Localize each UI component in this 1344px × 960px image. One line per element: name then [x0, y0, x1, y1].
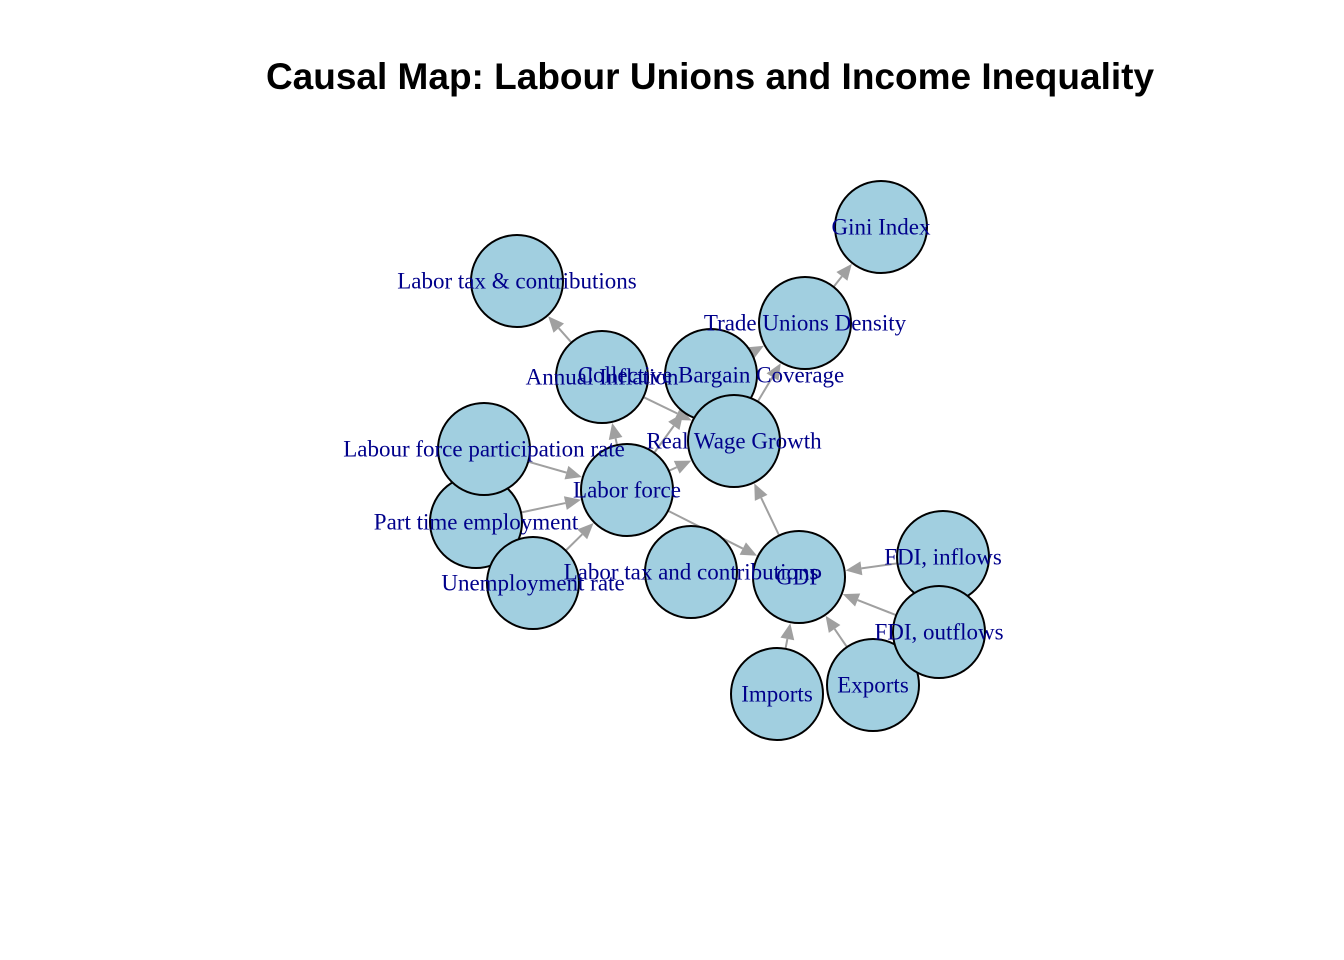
edge-unemp-to-laborforce	[564, 523, 594, 552]
node-label-laborforce: Labor force	[573, 478, 681, 503]
node-label-unemp: Unemployment rate	[441, 571, 624, 596]
arrowhead	[739, 542, 758, 556]
node-label-realwage: Real Wage Growth	[646, 429, 822, 454]
arrowhead	[563, 496, 582, 510]
node-lfpr	[437, 402, 531, 496]
node-label-gini: Gini Index	[831, 215, 931, 240]
arrowhead	[548, 316, 565, 333]
node-laborforce	[580, 443, 674, 537]
edge-imports-to-gdp	[780, 623, 795, 649]
nodes-layer	[429, 180, 990, 741]
node-realwage	[687, 394, 781, 488]
node-label-unions: Trade Unions Density	[704, 311, 907, 336]
edge-line	[564, 533, 583, 552]
node-gdp	[752, 530, 846, 624]
edge-fdi_out-to-gdp	[842, 593, 897, 617]
node-inflation	[555, 330, 649, 424]
edge-line	[558, 327, 573, 344]
edge-line	[653, 425, 675, 454]
edge-line	[614, 438, 619, 446]
node-labtax	[644, 525, 738, 619]
node-label-imports: Imports	[741, 682, 813, 707]
edge-unions-to-gini	[832, 263, 852, 288]
edge-line	[833, 628, 848, 648]
arrowhead	[746, 345, 764, 360]
node-gini	[834, 180, 928, 274]
node-label-labtax_contrib: Labor tax & contributions	[397, 269, 637, 294]
node-imports	[730, 647, 824, 741]
edge-line	[760, 497, 781, 536]
node-labtax_contrib	[470, 234, 564, 328]
edge-line	[756, 376, 774, 403]
edge-parttime-to-laborforce	[520, 496, 582, 514]
edge-exports-to-gdp	[825, 615, 848, 648]
node-fdi_out	[892, 585, 986, 679]
arrowhead	[577, 523, 594, 540]
edge-lfpr-to-laborforce	[527, 460, 582, 480]
edge-line	[857, 599, 897, 617]
edge-laborforce-to-bargain	[653, 412, 684, 454]
node-label-exports: Exports	[837, 673, 909, 698]
edge-laborforce-to-realwage	[668, 460, 692, 474]
edge-line	[527, 460, 567, 474]
diagram-title: Causal Map: Labour Unions and Income Ine…	[265, 56, 1155, 97]
edge-line	[784, 638, 789, 649]
node-label-bargain: Collective Bargain Coverage	[578, 363, 845, 388]
labels-layer: Gini Index Labor tax & contributions Trade…	[343, 215, 1003, 707]
edge-line	[520, 502, 566, 514]
arrowhead	[668, 412, 684, 431]
arrowhead	[766, 363, 781, 381]
node-label-labtax: Labor tax and contributions	[564, 560, 819, 585]
arrowhead	[845, 561, 863, 576]
node-label-parttime: Part time employment	[374, 510, 579, 535]
arrowhead	[673, 460, 692, 474]
edge-line	[642, 396, 678, 415]
arrowhead	[842, 593, 861, 607]
arrowhead	[754, 483, 768, 501]
edge-line	[861, 562, 898, 570]
arrowhead	[825, 615, 841, 633]
edge-line	[832, 275, 843, 288]
edge-inflation-to-labtax_contrib	[548, 316, 573, 344]
node-label-lfpr: Labour force participation rate	[343, 437, 625, 462]
node-exports	[826, 638, 920, 732]
edge-fdi_in-to-gdp	[845, 561, 898, 576]
edge-laborforce-to-inflation	[608, 422, 623, 446]
node-label-inflation: Annual Inflation	[526, 365, 679, 390]
node-unemp	[486, 536, 580, 630]
node-label-gdp: GDP	[776, 565, 822, 590]
node-unions	[758, 276, 852, 370]
edge-realwage-to-unions	[756, 363, 781, 403]
edge-line	[668, 466, 678, 472]
arrowhead	[564, 465, 582, 480]
arrowhead	[608, 422, 623, 441]
edge-gdp-to-realwage	[754, 483, 781, 536]
arrowhead	[780, 623, 795, 641]
node-label-fdi_in: FDI, inflows	[884, 545, 1002, 570]
arrowhead	[836, 263, 852, 281]
node-label-fdi_out: FDI, outflows	[874, 620, 1003, 645]
